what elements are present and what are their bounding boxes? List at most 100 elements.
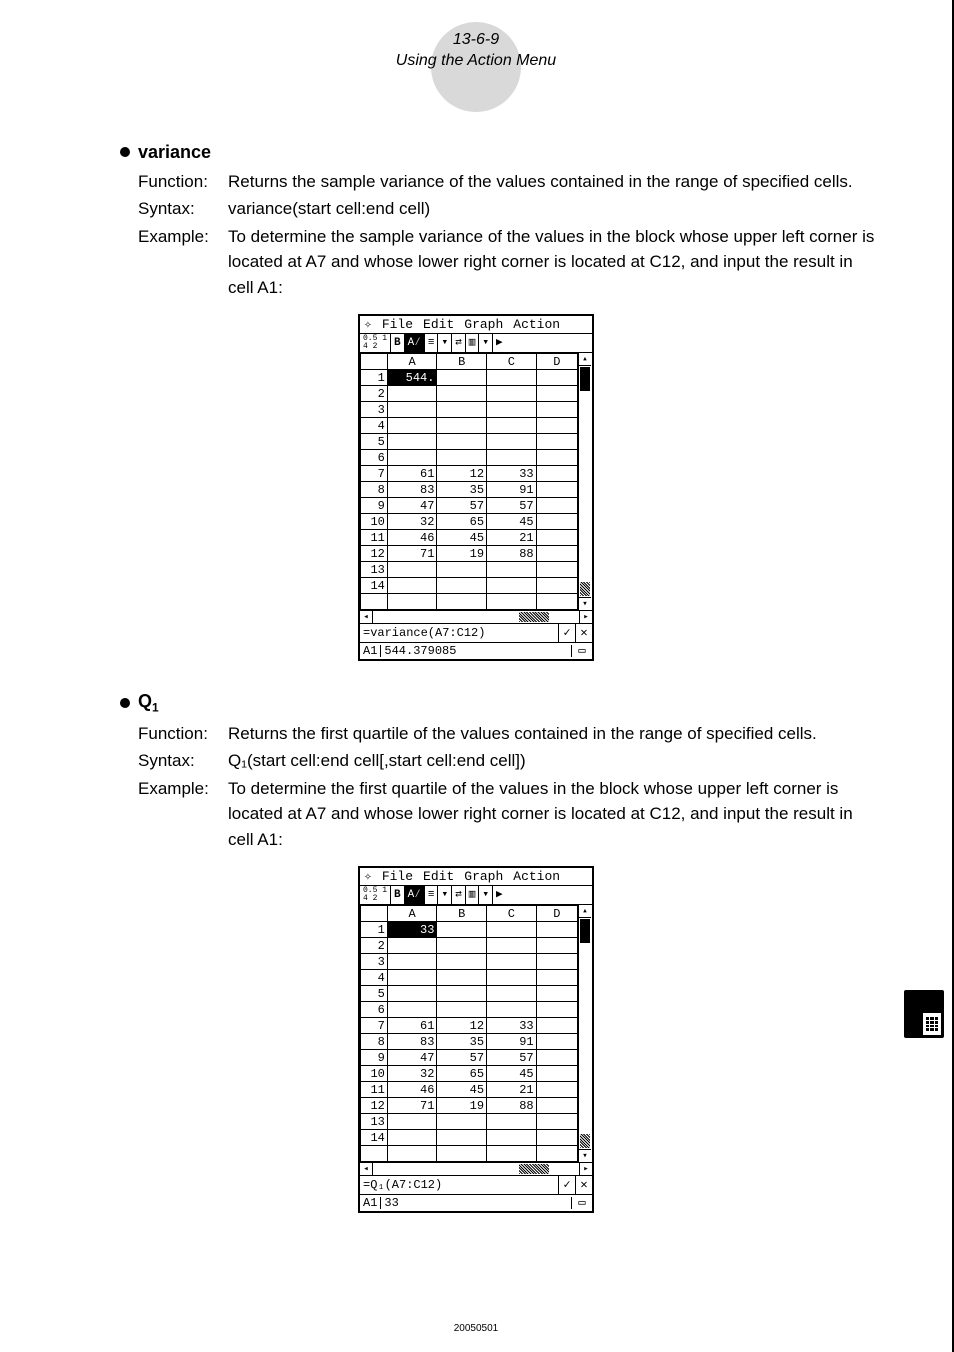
menu-file[interactable]: File [380,318,415,331]
row-header[interactable]: 4 [361,418,388,434]
formula-cancel-icon[interactable]: ✕ [575,1176,592,1194]
cell[interactable] [487,986,537,1002]
cell[interactable] [387,578,437,594]
cell[interactable] [536,938,577,954]
cell[interactable] [536,466,577,482]
row-header[interactable]: 5 [361,434,388,450]
cell[interactable] [387,418,437,434]
row-header[interactable]: 9 [361,498,388,514]
cell[interactable]: 83 [387,482,437,498]
cell[interactable]: 33 [487,1018,537,1034]
cell[interactable] [536,594,577,610]
scroll-down-icon[interactable]: ▾ [579,1149,591,1162]
cell[interactable] [536,434,577,450]
cell[interactable]: 57 [487,498,537,514]
row-header[interactable]: 10 [361,514,388,530]
cell[interactable] [387,434,437,450]
cell[interactable]: 57 [437,1050,487,1066]
row-header[interactable]: 7 [361,1018,388,1034]
cell[interactable] [437,954,487,970]
cell[interactable] [536,546,577,562]
menu-edit[interactable]: Edit [421,870,456,883]
cell[interactable] [387,450,437,466]
row-header[interactable]: 13 [361,562,388,578]
row-header[interactable]: 6 [361,450,388,466]
cell[interactable] [487,922,537,938]
cell[interactable] [487,1114,537,1130]
cell[interactable] [487,970,537,986]
cell[interactable] [387,938,437,954]
cell[interactable] [387,562,437,578]
cell[interactable]: 19 [437,546,487,562]
cell[interactable] [437,562,487,578]
scroll-left-icon[interactable]: ◂ [360,611,373,623]
scroll-left-icon[interactable]: ◂ [360,1163,373,1175]
cell[interactable]: 21 [487,530,537,546]
menu-edit[interactable]: Edit [421,318,456,331]
horizontal-scrollbar[interactable]: ◂▸ [360,610,592,623]
row-header[interactable]: 3 [361,402,388,418]
cell[interactable]: 45 [487,1066,537,1082]
cell[interactable]: 91 [487,1034,537,1050]
cell[interactable] [487,370,537,386]
cell[interactable] [437,986,487,1002]
cell[interactable] [387,386,437,402]
cell[interactable] [536,402,577,418]
cell[interactable] [536,954,577,970]
scroll-thumb[interactable] [519,1164,549,1174]
cell[interactable]: 33 [487,466,537,482]
cell[interactable] [487,418,537,434]
scroll-up-icon[interactable]: ▴ [579,905,591,918]
col-header-A[interactable]: A [387,906,437,922]
row-header[interactable]: 6 [361,1002,388,1018]
cell[interactable] [536,578,577,594]
row-header[interactable]: 5 [361,986,388,1002]
row-header[interactable] [361,1146,388,1162]
cell[interactable] [487,402,537,418]
cell[interactable] [536,1066,577,1082]
row-header[interactable]: 3 [361,954,388,970]
cell[interactable]: 65 [437,1066,487,1082]
cell[interactable]: 91 [487,482,537,498]
cell[interactable]: 45 [437,1082,487,1098]
cell[interactable] [536,1098,577,1114]
cell[interactable] [487,1146,537,1162]
formula-input[interactable]: =Q₁(A7:C12) [360,1179,558,1191]
cell[interactable] [437,370,487,386]
cell[interactable]: 21 [487,1082,537,1098]
cell[interactable]: 35 [437,1034,487,1050]
tool-align-icon[interactable]: ≡ [425,886,439,904]
tool-format-icon[interactable]: 0.5 14 2 [360,334,391,352]
cell[interactable] [437,922,487,938]
tool-font-icon[interactable]: A⁄ [405,886,425,904]
cell[interactable]: 88 [487,1098,537,1114]
scroll-down-icon[interactable]: ▾ [579,597,591,610]
row-header[interactable]: 11 [361,530,388,546]
col-header-B[interactable]: B [437,354,487,370]
scroll-right-icon[interactable]: ▸ [579,611,592,623]
cell[interactable]: 45 [437,530,487,546]
tool-dropdown2-icon[interactable]: ▾ [479,334,493,352]
cell[interactable]: 45 [487,514,537,530]
vertical-scrollbar[interactable]: ▴▾ [578,905,591,1162]
cell[interactable] [387,970,437,986]
cell[interactable] [536,1146,577,1162]
menu-file[interactable]: File [380,870,415,883]
row-header[interactable]: 2 [361,386,388,402]
cell[interactable] [536,1034,577,1050]
row-header[interactable]: 4 [361,970,388,986]
cell[interactable] [487,386,537,402]
menu-action[interactable]: Action [511,870,562,883]
cell[interactable] [536,1114,577,1130]
cell[interactable] [387,1130,437,1146]
cell[interactable] [487,1130,537,1146]
tool-bold-icon[interactable]: B [391,334,405,352]
tool-dropdown2-icon[interactable]: ▾ [479,886,493,904]
cell[interactable] [536,970,577,986]
cell[interactable] [437,386,487,402]
tool-next-icon[interactable]: ▶ [493,886,506,904]
cell[interactable] [487,578,537,594]
cell[interactable] [437,434,487,450]
row-header[interactable]: 7 [361,466,388,482]
col-header-D[interactable]: D [536,906,577,922]
